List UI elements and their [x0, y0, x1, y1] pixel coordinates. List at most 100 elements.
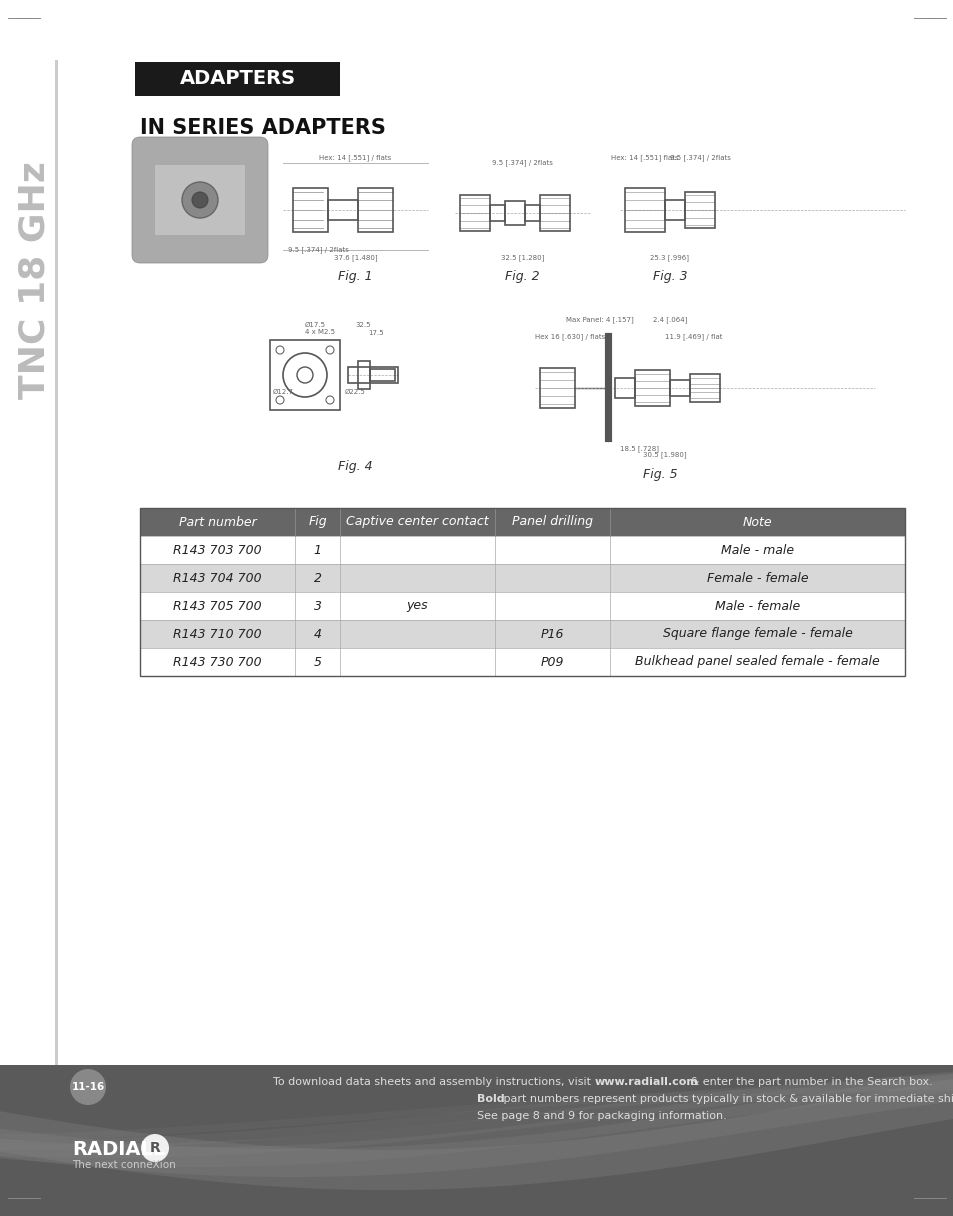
Bar — [270, 340, 339, 410]
Text: 32.5: 32.5 — [355, 322, 370, 328]
Text: Ø22.5: Ø22.5 — [345, 389, 365, 395]
Text: R143 730 700: R143 730 700 — [173, 655, 261, 669]
Bar — [154, 165, 245, 235]
Bar — [684, 192, 714, 229]
Text: Male - female: Male - female — [714, 599, 800, 613]
Text: Square flange female - female: Square flange female - female — [662, 627, 852, 641]
Bar — [357, 361, 370, 389]
Bar — [0, 1065, 953, 1216]
Text: 5: 5 — [314, 655, 321, 669]
Bar — [635, 370, 669, 405]
Circle shape — [141, 1135, 169, 1162]
Text: Bold: Bold — [476, 1094, 504, 1104]
Text: yes: yes — [406, 599, 428, 613]
FancyBboxPatch shape — [132, 137, 268, 263]
Text: 4: 4 — [314, 627, 321, 641]
Bar — [140, 508, 904, 536]
Text: 18.5 [.728]: 18.5 [.728] — [619, 445, 659, 452]
Text: Hex 16 [.630] / flats: Hex 16 [.630] / flats — [535, 333, 604, 340]
Text: 25.3 [.996]: 25.3 [.996] — [650, 254, 689, 261]
Bar — [624, 188, 664, 232]
Text: Female - female: Female - female — [706, 572, 807, 585]
Text: Ø17.5: Ø17.5 — [305, 322, 326, 328]
Bar — [504, 201, 524, 225]
Text: 30.5 [1.980]: 30.5 [1.980] — [642, 451, 686, 458]
Text: 17.5: 17.5 — [368, 330, 383, 336]
Text: R143 703 700: R143 703 700 — [173, 544, 261, 557]
Bar — [664, 199, 684, 220]
Circle shape — [192, 192, 208, 208]
Text: part numbers represent products typically in stock & available for immediate shi: part numbers represent products typicall… — [499, 1094, 953, 1104]
Text: RADIALL: RADIALL — [71, 1141, 165, 1159]
Text: IN SERIES ADAPTERS: IN SERIES ADAPTERS — [140, 118, 385, 137]
Text: P09: P09 — [540, 655, 563, 669]
Text: 2.4 [.064]: 2.4 [.064] — [652, 316, 686, 323]
Text: 11.9 [.469] / flat: 11.9 [.469] / flat — [664, 333, 721, 340]
Bar — [328, 199, 357, 220]
Text: Male - male: Male - male — [720, 544, 793, 557]
Circle shape — [182, 182, 218, 218]
Text: Hex: 14 [.551] / flats: Hex: 14 [.551] / flats — [319, 154, 392, 161]
Polygon shape — [0, 1087, 953, 1142]
Bar — [490, 204, 504, 220]
Bar — [140, 536, 904, 564]
Text: R143 710 700: R143 710 700 — [173, 627, 261, 641]
Text: www.radiall.com: www.radiall.com — [595, 1077, 699, 1087]
Text: 11-16: 11-16 — [71, 1082, 105, 1092]
Text: 9.5 [.374] / 2flats: 9.5 [.374] / 2flats — [492, 159, 553, 167]
Bar — [140, 508, 904, 676]
Bar — [524, 204, 539, 220]
Bar — [459, 195, 490, 231]
Text: P16: P16 — [540, 627, 563, 641]
Text: 3: 3 — [314, 599, 321, 613]
Polygon shape — [0, 1080, 953, 1150]
Text: R143 705 700: R143 705 700 — [173, 599, 261, 613]
Text: Bulkhead panel sealed female - female: Bulkhead panel sealed female - female — [635, 655, 879, 669]
Bar — [55, 60, 58, 1150]
Text: Fig. 2: Fig. 2 — [505, 270, 539, 283]
Polygon shape — [0, 1074, 953, 1158]
Bar — [689, 373, 720, 401]
Bar — [669, 379, 689, 395]
Bar — [539, 367, 575, 407]
Polygon shape — [0, 1074, 953, 1177]
Text: 1: 1 — [314, 544, 321, 557]
Polygon shape — [0, 1079, 953, 1190]
Text: 4 x M2.5: 4 x M2.5 — [305, 330, 335, 334]
Text: Max Panel: 4 [.157]: Max Panel: 4 [.157] — [565, 316, 633, 323]
Text: 9.5 [.374] / 2flats: 9.5 [.374] / 2flats — [669, 154, 730, 161]
Text: To download data sheets and assembly instructions, visit: To download data sheets and assembly ins… — [274, 1077, 595, 1087]
Bar — [140, 648, 904, 676]
Text: Ø12.7: Ø12.7 — [273, 389, 294, 395]
Bar — [140, 564, 904, 592]
Text: The next conneXion: The next conneXion — [71, 1160, 175, 1170]
Bar — [615, 377, 635, 398]
Text: R143 704 700: R143 704 700 — [173, 572, 261, 585]
Text: Fig. 1: Fig. 1 — [337, 270, 373, 283]
Text: Fig. 4: Fig. 4 — [337, 460, 372, 473]
Text: 32.5 [1.280]: 32.5 [1.280] — [500, 254, 543, 261]
Bar — [140, 620, 904, 648]
Text: Part number: Part number — [178, 516, 256, 529]
Text: See page 8 and 9 for packaging information.: See page 8 and 9 for packaging informati… — [476, 1111, 726, 1121]
Text: 2: 2 — [314, 572, 321, 585]
Bar — [370, 368, 395, 381]
Bar — [140, 592, 904, 620]
Text: Captive center contact: Captive center contact — [346, 516, 488, 529]
Bar — [357, 188, 393, 232]
Text: TNC 18 GHz: TNC 18 GHz — [18, 161, 52, 399]
Bar — [539, 195, 569, 231]
Text: Fig. 5: Fig. 5 — [642, 468, 677, 482]
Text: Fig. 3: Fig. 3 — [652, 270, 686, 283]
Bar — [348, 367, 397, 383]
Text: 9.5 [.374] / 2flats: 9.5 [.374] / 2flats — [287, 247, 348, 253]
Text: Note: Note — [741, 516, 772, 529]
Bar — [293, 188, 328, 232]
Text: 37.6 [1.480]: 37.6 [1.480] — [334, 254, 377, 261]
Bar — [135, 62, 339, 96]
Text: Fig: Fig — [308, 516, 327, 529]
Text: R: R — [150, 1141, 160, 1155]
Text: ADAPTERS: ADAPTERS — [179, 69, 295, 89]
Polygon shape — [0, 1071, 953, 1167]
Text: & enter the part number in the Search box.: & enter the part number in the Search bo… — [686, 1077, 932, 1087]
